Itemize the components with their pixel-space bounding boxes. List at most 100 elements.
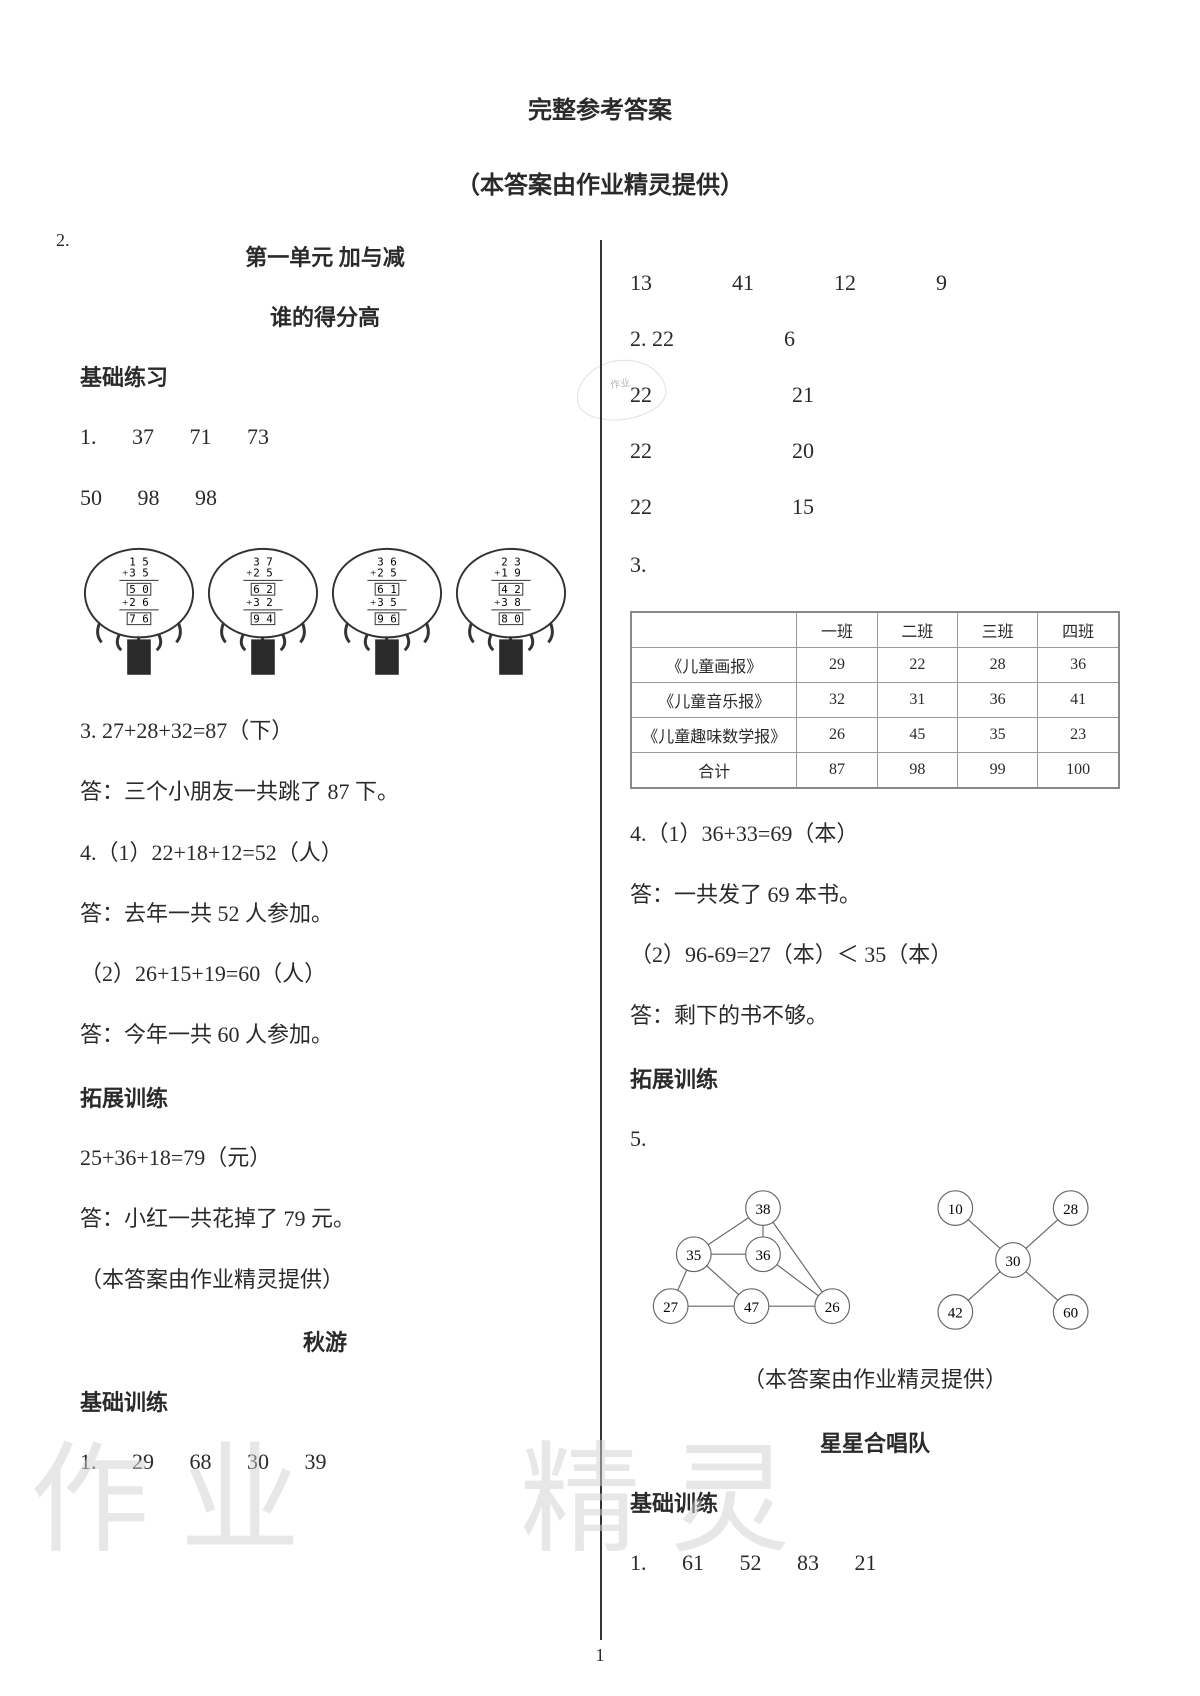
tree-svg-1: 1 5 + 3 5 5 0 + 2 6 7 6 [80,544,198,682]
table-cell: 合计 [631,752,797,788]
table-cell: 28 [958,647,1038,682]
num: 12 [834,270,856,296]
tree-diagrams: 2. 1 5 + 3 5 5 0 + 2 6 7 6 [80,544,570,687]
table-row: 《儿童画报》29222836 [631,647,1119,682]
table-cell: 32 [797,682,877,717]
num: 2. 22 [630,326,674,352]
svg-text:2 6: 2 6 [129,596,149,609]
tree-4: 2 3 + 1 9 4 2 + 3 8 8 0 [452,544,570,687]
svg-text:8 0: 8 0 [501,612,521,625]
unit-title: 第一单元 加与减 [80,240,570,272]
svg-text:28: 28 [1063,1202,1078,1218]
ext1: 25+36+18=79（元） [80,1143,570,1174]
num: 13 [630,270,652,296]
section-title-1: 谁的得分高 [80,300,570,332]
svg-text:35: 35 [686,1248,701,1264]
svg-text:+: + [494,567,500,579]
table-row: 合计879899100 [631,752,1119,788]
num: 20 [792,438,814,464]
bottom-row-right: 1. 61 52 83 21 [630,1548,1120,1579]
th: 三班 [958,612,1038,648]
th [631,612,797,648]
q4b: （2）26+15+19=60（人） [80,959,570,990]
q2-row4: 22 15 [630,494,1120,520]
credit-left: （本答案由作业精灵提供） [80,1265,570,1296]
table-cell: 35 [958,717,1038,752]
num: 21 [792,382,814,408]
table-cell: 98 [877,752,957,788]
q4a: 4.（1）22+18+12=52（人） [80,838,570,869]
table-cell: 23 [1038,717,1119,752]
svg-text:+: + [122,597,128,609]
q4a-right-answer: 答：一共发了 69 本书。 [630,880,1120,911]
svg-text:5 0: 5 0 [129,583,149,596]
q3-label: 3. [630,550,1120,581]
table-cell: 29 [797,647,877,682]
svg-text:+: + [370,567,376,579]
svg-text:3 5: 3 5 [129,566,149,579]
basic-heading-right: 基础训练 [630,1486,1120,1518]
q4b-right: （2）96-69=27（本）＜ 35（本） [630,940,1120,971]
q2-row1: 2. 22 6 [630,326,1120,352]
svg-text:+: + [246,597,252,609]
subtitle: （本答案由作业精灵提供） [60,165,1140,200]
q2-row3: 22 20 [630,438,1120,464]
basic-heading: 基础练习 [80,360,570,392]
q4a-right: 4.（1）36+33=69（本） [630,819,1120,850]
table-cell: 87 [797,752,877,788]
th: 四班 [1038,612,1119,648]
table-row: 《儿童音乐报》32313641 [631,682,1119,717]
num: 22 [630,494,652,520]
svg-text:42: 42 [947,1305,962,1321]
column-divider [600,240,602,1640]
credit-right: （本答案由作业精灵提供） [630,1365,1120,1396]
ext1-answer: 答：小红一共花掉了 79 元。 [80,1204,570,1235]
two-column-layout: 第一单元 加与减 谁的得分高 基础练习 1. 37 71 73 50 98 98… [60,240,1140,1608]
svg-text:1 9: 1 9 [501,566,521,579]
tree-svg-3: 3 6 + 2 5 6 1 + 3 5 9 6 [328,544,446,682]
table-cell: 36 [958,682,1038,717]
num: 22 [630,438,652,464]
left-column: 第一单元 加与减 谁的得分高 基础练习 1. 37 71 73 50 98 98… [60,240,600,1608]
tree-3: 3 6 + 2 5 6 1 + 3 5 9 6 [328,544,446,687]
table-cell: 31 [877,682,957,717]
num: 6 [784,326,795,352]
bottom-row-left: 1. 29 68 30 39 [80,1447,570,1478]
svg-text:36: 36 [755,1248,771,1264]
svg-text:7 6: 7 6 [129,612,149,625]
th: 二班 [877,612,957,648]
ext-heading: 拓展训练 [80,1081,570,1113]
svg-text:9 4: 9 4 [253,612,273,625]
table-cell: 36 [1038,647,1119,682]
num: 15 [792,494,814,520]
tree-svg-4: 2 3 + 1 9 4 2 + 3 8 8 0 [452,544,570,682]
section-title-2: 秋游 [80,1325,570,1357]
th: 一班 [797,612,877,648]
q4b-right-answer: 答：剩下的书不够。 [630,1001,1120,1032]
top-row-nums: 13 41 12 9 [630,270,1120,296]
svg-text:3 8: 3 8 [501,596,521,609]
tree-1: 1 5 + 3 5 5 0 + 2 6 7 6 [80,544,198,687]
svg-text:6 1: 6 1 [377,583,397,596]
right-column: 13 41 12 9 2. 22 6 22 21 22 20 22 15 3. … [600,240,1140,1608]
table-cell: 《儿童画报》 [631,647,797,682]
svg-text:10: 10 [947,1202,962,1218]
table-cell: 100 [1038,752,1119,788]
graph-2: 10 28 30 42 60 [908,1185,1118,1335]
num: 22 [630,382,652,408]
svg-text:26: 26 [824,1300,840,1316]
node-graphs: 38 35 36 27 47 26 10 28 30 42 60 [630,1185,1120,1335]
ext-heading-right: 拓展训练 [630,1062,1120,1094]
table-cell: 99 [958,752,1038,788]
svg-text:+: + [246,567,252,579]
tree-svg-2: 3 7 + 2 5 6 2 + 3 2 9 4 [204,544,322,682]
table-cell: 41 [1038,682,1119,717]
svg-text:30: 30 [1005,1254,1020,1270]
table-cell: 26 [797,717,877,752]
q1-row1: 1. 37 71 73 [80,422,570,453]
svg-text:+: + [122,567,128,579]
q2-label: 2. [56,230,70,251]
page-number: 1 [596,1645,605,1666]
q4a-answer: 答：去年一共 52 人参加。 [80,899,570,930]
num: 9 [936,270,947,296]
